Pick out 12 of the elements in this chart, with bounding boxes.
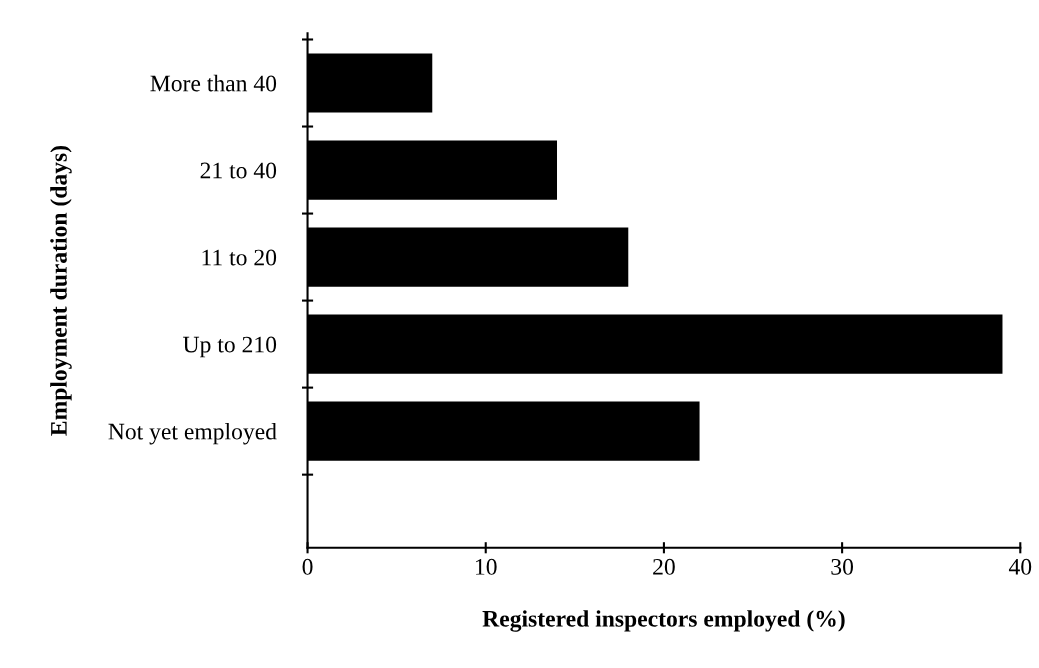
y-tick-label: Up to 210 xyxy=(183,336,277,358)
y-tick-label: More than 40 xyxy=(150,74,277,92)
x-tick-label: 40 xyxy=(1008,558,1032,575)
x-tick-label: 30 xyxy=(831,558,854,575)
y-tick-label: Not yet employed xyxy=(108,422,277,445)
x-tick-label: 10 xyxy=(476,558,497,575)
x-axis-title: Registered inspectors employed (%) xyxy=(482,610,845,632)
y-tick-label: 21 to 40 xyxy=(200,162,277,179)
y-tick-label: 11 to 20 xyxy=(202,249,277,266)
x-tick-label: 20 xyxy=(653,558,675,575)
y-axis-title: Employment duration (days) xyxy=(50,146,72,436)
x-tick-label: 0 xyxy=(302,558,313,575)
